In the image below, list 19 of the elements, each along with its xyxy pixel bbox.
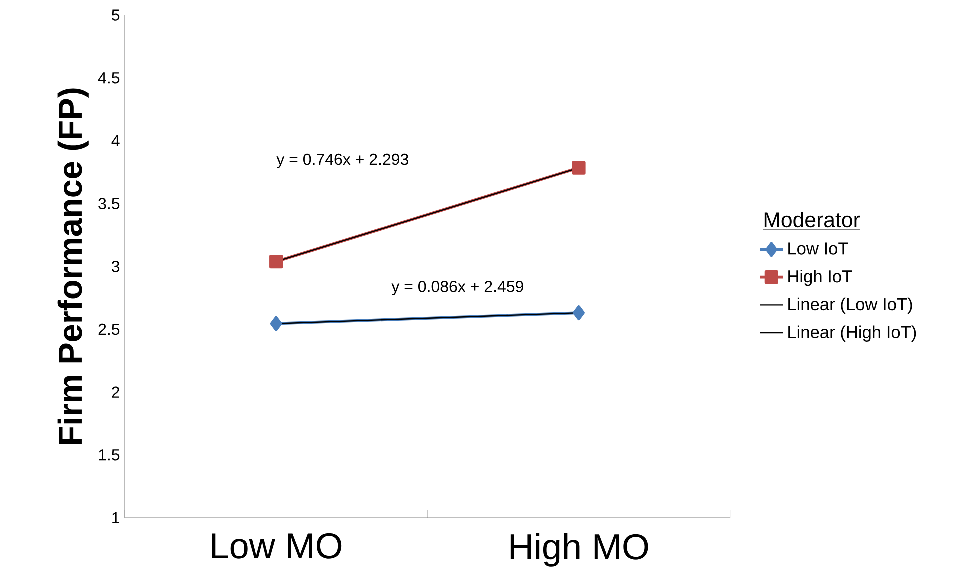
y-axis-title: Firm Performance (FP) bbox=[58, 88, 89, 444]
y-tick-label: 4.5 bbox=[98, 72, 120, 84]
legend-label: Linear (High IoT) bbox=[788, 326, 916, 342]
y-tick-label: 5 bbox=[112, 10, 120, 21]
annotation: y = 0.086x + 2.459 bbox=[392, 281, 524, 296]
y-tick-label: 2 bbox=[112, 386, 120, 398]
annotation: y = 0.746x + 2.293 bbox=[276, 154, 408, 168]
legend-label: Low IoT bbox=[788, 242, 848, 255]
y-tick-label: 3.5 bbox=[98, 198, 120, 210]
y-tick-label: 4 bbox=[112, 136, 120, 147]
x-tick-label: High MO bbox=[510, 533, 648, 567]
x-tick-label: Low MO bbox=[212, 533, 342, 559]
y-tick-label: 1.5 bbox=[99, 450, 120, 461]
legend-title: Moderator bbox=[764, 212, 860, 228]
legend-label: High IoT bbox=[788, 270, 852, 286]
y-tick-label: 2.5 bbox=[98, 324, 120, 336]
legend-label: Linear (Low IoT) bbox=[788, 298, 912, 314]
y-tick-label: 1 bbox=[112, 512, 120, 524]
y-tick-label: 3 bbox=[112, 261, 120, 272]
